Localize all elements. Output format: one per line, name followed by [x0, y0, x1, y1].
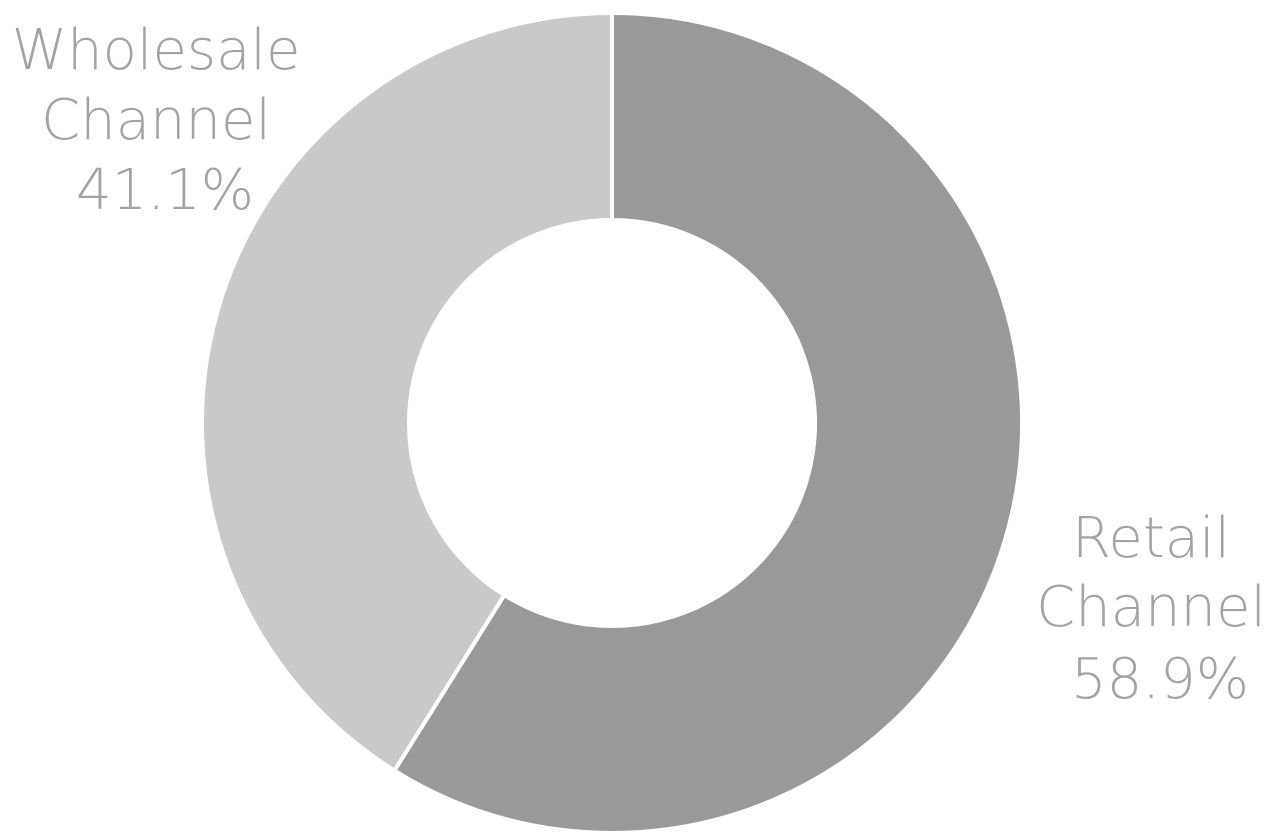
donut-slices [200, 10, 1024, 835]
slice-percent-wholesale: 41.1% [76, 158, 254, 223]
slice-percent-retail: 58.9% [1071, 647, 1249, 712]
slice-label-retail-line1: Retail [1072, 506, 1230, 571]
slice-label-retail-line2: Channel [1036, 575, 1266, 640]
slice-label-wholesale: Wholesale Channel 41.1% [12, 18, 318, 223]
slice-label-wholesale-line1: Wholesale [12, 18, 301, 83]
slice-label-wholesale-line2: Channel [41, 88, 271, 153]
donut-slice-retail [391, 10, 1024, 835]
donut-slice-wholesale [200, 10, 614, 774]
slice-label-retail: Retail Channel 58.9% [1036, 506, 1275, 712]
